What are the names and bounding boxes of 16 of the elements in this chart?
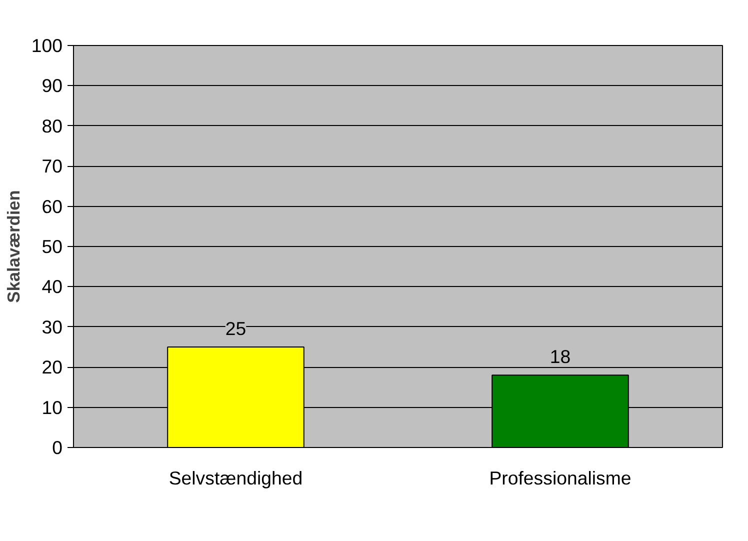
y-axis-title: Skalaværdien [3,190,24,303]
data-label: 25 [225,318,246,339]
y-tick-label: 50 [42,236,63,257]
x-tick-label: Professionalisme [489,468,632,488]
y-tick-label: 100 [31,35,63,56]
y-tick-label: 80 [42,115,63,136]
y-tick-label: 0 [52,437,63,458]
data-label: 18 [550,346,571,368]
y-tick-label: 10 [42,396,63,418]
y-tick-label: 40 [42,276,63,298]
x-tick-label: Selvstændighed [168,468,303,488]
y-tick-label: 30 [42,316,63,338]
y-tick-label: 70 [42,156,63,177]
y-tick-label: 60 [42,196,63,217]
y-tick-label: 90 [42,75,63,96]
y-tick-label: 20 [42,356,63,378]
